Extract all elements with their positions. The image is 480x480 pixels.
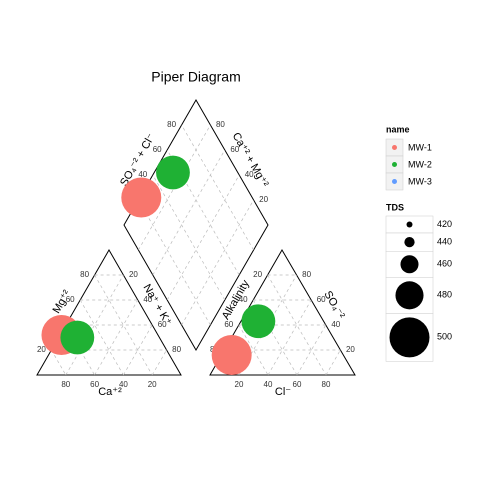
legend-label: MW-1 xyxy=(408,142,432,152)
tick-label: 20 xyxy=(259,195,268,204)
legend-label: MW-2 xyxy=(408,159,432,169)
anion-point xyxy=(241,304,276,339)
diamond-point xyxy=(121,177,162,218)
tick-label: 20 xyxy=(148,380,157,389)
axis-title: SO₄⁻² xyxy=(321,289,346,321)
grid-line xyxy=(166,174,240,301)
tick-label: 60 xyxy=(153,145,162,154)
grid-line xyxy=(123,324,153,376)
legend-size xyxy=(404,237,415,248)
legend-label: 500 xyxy=(437,332,452,342)
legend-label: 440 xyxy=(437,237,452,247)
grid-line xyxy=(138,199,211,326)
tick-label: 60 xyxy=(293,380,302,389)
tick-label: 60 xyxy=(224,320,233,329)
grid-line xyxy=(152,174,226,301)
tick-label: 80 xyxy=(172,345,181,354)
diamond-point xyxy=(156,155,190,190)
legend-size xyxy=(389,317,430,358)
grid-line xyxy=(181,124,254,251)
legend-size xyxy=(395,281,424,310)
grid-line xyxy=(65,274,124,376)
grid-line xyxy=(325,349,341,376)
tick-label: 20 xyxy=(37,345,46,354)
legend-label: 480 xyxy=(437,290,452,300)
grid-line xyxy=(51,349,67,376)
legend-label: 420 xyxy=(437,219,452,229)
axis-title: Ca⁺² xyxy=(98,386,122,398)
grid-line xyxy=(267,299,312,376)
legend-swatch xyxy=(392,179,397,184)
tick-label: 40 xyxy=(245,170,254,179)
tick-label: 20 xyxy=(253,270,262,279)
grid-line xyxy=(181,199,254,326)
grid-line xyxy=(79,299,124,376)
tick-label: 40 xyxy=(331,320,340,329)
cation-triangle xyxy=(36,248,182,376)
grid-line xyxy=(65,324,95,376)
axis-title: Cl⁻ xyxy=(275,386,291,398)
legend-title: name xyxy=(386,124,410,134)
tick-label: 80 xyxy=(80,270,89,279)
cation-point xyxy=(60,320,95,355)
tick-label: 20 xyxy=(346,345,355,354)
anion-point xyxy=(211,335,252,375)
grid-line xyxy=(296,324,327,376)
tick-label: 60 xyxy=(66,295,75,304)
tick-label: 80 xyxy=(322,380,331,389)
grid-line xyxy=(94,274,153,376)
tick-label: 40 xyxy=(264,380,273,389)
chart-title: Piper Diagram xyxy=(151,69,240,85)
legend-size xyxy=(400,255,419,274)
grid-line xyxy=(151,349,167,376)
tick-label: 40 xyxy=(138,170,147,179)
tick-label: 80 xyxy=(167,120,176,129)
grid-line xyxy=(267,274,327,376)
legend-label: 460 xyxy=(437,259,452,269)
tick-label: 60 xyxy=(230,145,239,154)
tick-label: 80 xyxy=(216,120,225,129)
tick-label: 60 xyxy=(158,320,167,329)
legend-title: TDS xyxy=(386,202,404,212)
axis-title: Ca⁺² + Mg⁺² xyxy=(230,131,271,190)
tick-label: 40 xyxy=(143,295,152,304)
tick-label: 40 xyxy=(119,380,128,389)
grid-line xyxy=(152,149,226,276)
tick-label: 20 xyxy=(235,380,244,389)
tick-label: 20 xyxy=(129,270,138,279)
grid-line xyxy=(94,299,139,376)
grid-line xyxy=(238,324,269,376)
legend-swatch xyxy=(392,162,397,167)
tick-label: 60 xyxy=(317,295,326,304)
tick-label: 80 xyxy=(61,380,70,389)
legend-label: MW-3 xyxy=(408,176,432,186)
legend-swatch xyxy=(392,145,397,150)
legend-size xyxy=(406,221,413,228)
tick-label: 80 xyxy=(302,270,311,279)
tick-label: 40 xyxy=(239,295,248,304)
tick-label: 60 xyxy=(90,380,99,389)
